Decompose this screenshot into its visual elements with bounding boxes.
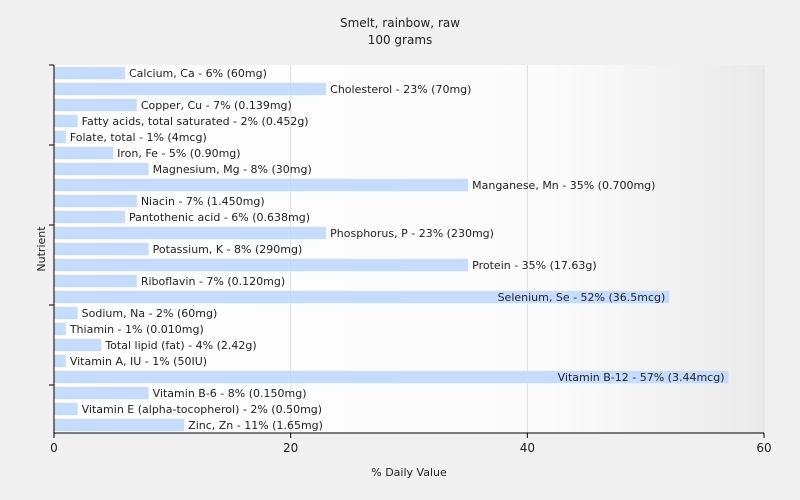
bar-label: Calcium, Ca - 6% (60mg): [129, 67, 267, 80]
bar-label: Pantothenic acid - 6% (0.638mg): [129, 211, 310, 224]
chart-title: Smelt, rainbow, raw: [340, 16, 460, 30]
bar-label: Vitamin B-6 - 8% (0.150mg): [153, 387, 307, 400]
bar: [54, 274, 137, 288]
bar: [54, 354, 66, 368]
x-tick-label: 60: [756, 441, 771, 455]
bar-label: Vitamin E (alpha-tocopherol) - 2% (0.50m…: [82, 403, 322, 416]
y-axis-title: Nutrient: [35, 226, 48, 272]
bar-labels: Calcium, Ca - 6% (60mg) Cholesterol - 23%…: [69, 67, 725, 432]
bar-label: Iron, Fe - 5% (0.90mg): [117, 147, 240, 160]
bar-label: Copper, Cu - 7% (0.139mg): [141, 99, 292, 112]
bar-label: Niacin - 7% (1.450mg): [141, 195, 265, 208]
bar: [54, 322, 66, 336]
bar-label: Phosphorus, P - 23% (230mg): [330, 227, 494, 240]
bar-label: Riboflavin - 7% (0.120mg): [141, 275, 285, 288]
bar: [54, 98, 137, 112]
axes: [53, 65, 764, 434]
bar: [54, 306, 78, 320]
bar-label: Cholesterol - 23% (70mg): [330, 83, 471, 96]
x-tick-label: 0: [50, 441, 58, 455]
bar: [54, 194, 137, 208]
bar-label: Vitamin A, IU - 1% (50IU): [70, 355, 207, 368]
bar-label: Folate, total - 1% (4mcg): [70, 131, 207, 144]
chart-subtitle: 100 grams: [368, 33, 433, 47]
bar: [54, 370, 729, 384]
bar-label: Zinc, Zn - 11% (1.65mg): [188, 419, 323, 432]
bar: [54, 226, 327, 240]
bar: [54, 210, 125, 224]
bar: [54, 130, 66, 144]
bar: [54, 162, 149, 176]
bar-label: Vitamin B-12 - 57% (3.44mcg): [558, 371, 725, 384]
bar: [54, 114, 78, 128]
bar: [54, 66, 125, 80]
bar-label: Total lipid (fat) - 4% (2.42g): [104, 339, 256, 352]
x-axis-title: % Daily Value: [371, 466, 447, 479]
bar: [54, 258, 469, 272]
bar: [54, 290, 670, 304]
bars: [54, 66, 729, 432]
bar: [54, 146, 114, 160]
x-tick-label: 20: [283, 441, 298, 455]
bar-label: Fatty acids, total saturated - 2% (0.452…: [82, 115, 309, 128]
bar: [54, 242, 149, 256]
bar: [54, 82, 327, 96]
axis-ticks: 0 20 40 60: [49, 64, 772, 455]
bar-label: Potassium, K - 8% (290mg): [153, 243, 303, 256]
x-tick-label: 40: [520, 441, 535, 455]
bar: [54, 338, 102, 352]
bar: [54, 402, 78, 416]
bar: [54, 178, 469, 192]
bar-label: Magnesium, Mg - 8% (30mg): [153, 163, 312, 176]
bar-label: Sodium, Na - 2% (60mg): [82, 307, 218, 320]
bar: [54, 418, 185, 432]
bar-label: Protein - 35% (17.63g): [472, 259, 597, 272]
bar-label: Manganese, Mn - 35% (0.700mg): [472, 179, 655, 192]
bar: [54, 386, 149, 400]
bar-label: Thiamin - 1% (0.010mg): [69, 323, 204, 336]
bar-label: Selenium, Se - 52% (36.5mcg): [498, 291, 666, 304]
